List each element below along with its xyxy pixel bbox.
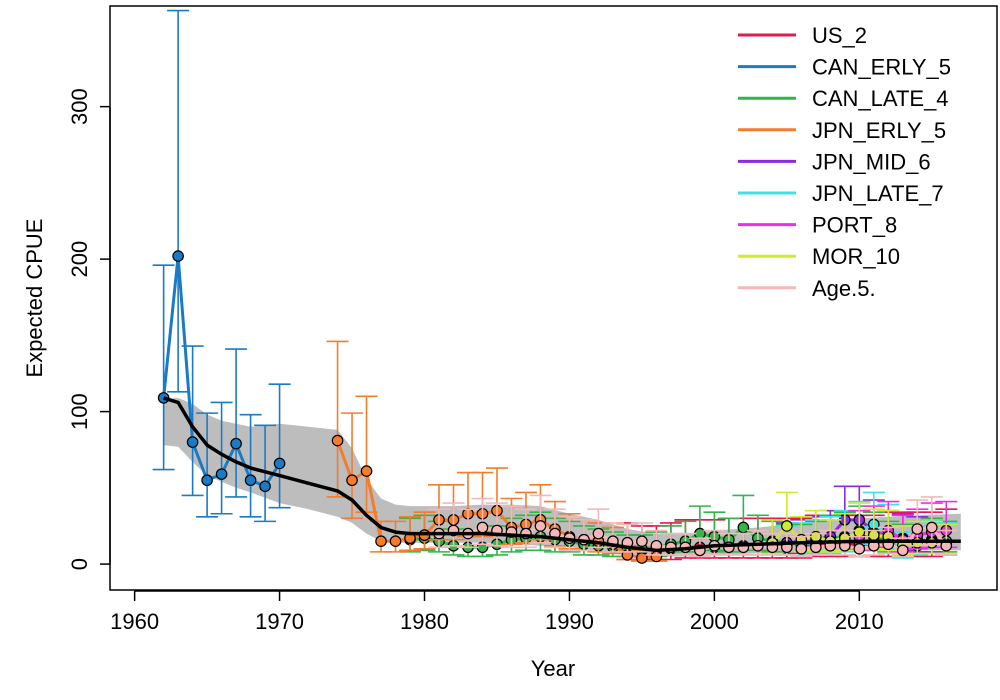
legend-label: Age.5. [812, 276, 876, 301]
x-tick-label: 2010 [835, 609, 884, 634]
data-point [476, 521, 489, 534]
y-tick-label: 0 [67, 558, 92, 570]
x-tick-label: 1990 [545, 609, 594, 634]
x-tick-label: 2000 [690, 609, 739, 634]
legend-label: PORT_8 [812, 213, 897, 238]
data-point [259, 480, 271, 493]
data-point [360, 465, 373, 477]
legend: US_2 CAN_ERLY_5 CAN_LATE_4 JPN_ERLY_5 JPN_MI… [738, 23, 951, 301]
legend-item: Age.5. [738, 276, 876, 301]
data-point [636, 535, 648, 548]
y-tick-label: 300 [67, 88, 92, 125]
data-point [331, 434, 344, 447]
x-tick-label: 1980 [400, 609, 449, 634]
data-point [737, 521, 750, 534]
axes: Year Expected CPUE 1960 1970 1980 1990 2000 2… [22, 88, 884, 681]
legend-item: JPN_LATE_7 [738, 181, 944, 206]
confidence-band-area [163, 397, 961, 557]
x-tick-label: 1970 [255, 609, 304, 634]
data-point [925, 521, 938, 534]
data-point [186, 436, 199, 448]
legend-label: CAN_LATE_4 [812, 86, 949, 111]
legend-label: JPN_MID_6 [812, 149, 931, 174]
legend-item: US_2 [738, 23, 867, 48]
legend-label: US_2 [812, 23, 867, 48]
data-point [230, 437, 242, 450]
data-point [853, 526, 866, 538]
data-point [896, 544, 909, 557]
legend-item: JPN_MID_6 [738, 149, 931, 174]
data-point [273, 457, 286, 470]
data-point [375, 535, 387, 548]
legend-label: JPN_ERLY_5 [812, 118, 946, 143]
data-point [389, 535, 402, 548]
data-point [592, 527, 605, 540]
smoother-layer [163, 396, 961, 553]
data-point [636, 552, 648, 564]
data-point [346, 474, 358, 487]
legend-item: CAN_ERLY_5 [738, 55, 951, 80]
legend-label: MOR_10 [812, 244, 900, 269]
smoother-confidence-band [163, 397, 961, 557]
data-point [201, 474, 213, 487]
data-point [853, 543, 866, 555]
legend-label: CAN_ERLY_5 [812, 55, 951, 80]
x-axis-label: Year [531, 656, 575, 681]
data-point [795, 543, 808, 555]
data-point [215, 468, 228, 480]
legend-item: MOR_10 [738, 244, 900, 269]
data-point [534, 520, 547, 532]
y-tick-label: 200 [67, 241, 92, 278]
legend-item: JPN_ERLY_5 [738, 118, 946, 143]
x-tick-label: 1960 [110, 609, 159, 634]
legend-label: JPN_LATE_7 [812, 181, 944, 206]
data-point [781, 520, 793, 532]
data-point [911, 523, 924, 535]
y-axis-label: Expected CPUE [22, 219, 47, 378]
legend-item: CAN_LATE_4 [738, 86, 949, 111]
series-can-erly-5 [152, 9, 291, 523]
smoother-line [163, 396, 961, 553]
y-tick-label: 100 [67, 393, 92, 430]
legend-item: PORT_8 [738, 213, 897, 238]
data-point [244, 474, 257, 487]
data-point [172, 250, 184, 262]
